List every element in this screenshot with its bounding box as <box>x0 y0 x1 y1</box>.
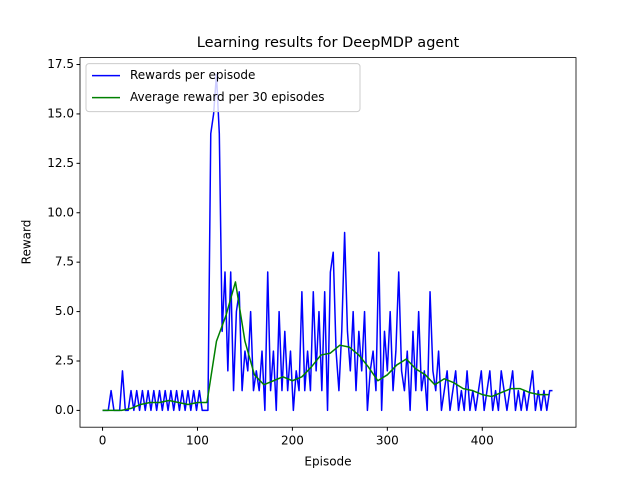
chart-title: Learning results for DeepMDP agent <box>197 35 460 51</box>
y-tick-label: 5.0 <box>55 304 74 318</box>
x-tick-label: 0 <box>99 434 107 448</box>
series-line <box>102 281 549 412</box>
x-axis-label: Episode <box>304 455 351 469</box>
x-tick-label: 100 <box>186 434 209 448</box>
legend-label: Average reward per 30 episodes <box>130 90 324 104</box>
y-tick-label: 0.0 <box>55 403 74 417</box>
y-tick-label: 2.5 <box>55 353 74 367</box>
y-tick-label: 7.5 <box>55 255 74 269</box>
legend-box <box>85 63 361 113</box>
y-tick-label: 12.5 <box>47 156 74 170</box>
x-tick-label: 200 <box>281 434 304 448</box>
legend-label: Rewards per episode <box>130 68 255 82</box>
x-tick-label: 300 <box>376 434 399 448</box>
y-axis-label: Reward <box>20 220 34 265</box>
plot-frame <box>79 57 577 428</box>
y-tick-label: 15.0 <box>47 106 74 120</box>
x-tick-label: 400 <box>471 434 494 448</box>
y-tick-label: 10.0 <box>47 205 74 219</box>
series-line <box>102 73 553 412</box>
y-tick-label: 17.5 <box>47 57 74 71</box>
